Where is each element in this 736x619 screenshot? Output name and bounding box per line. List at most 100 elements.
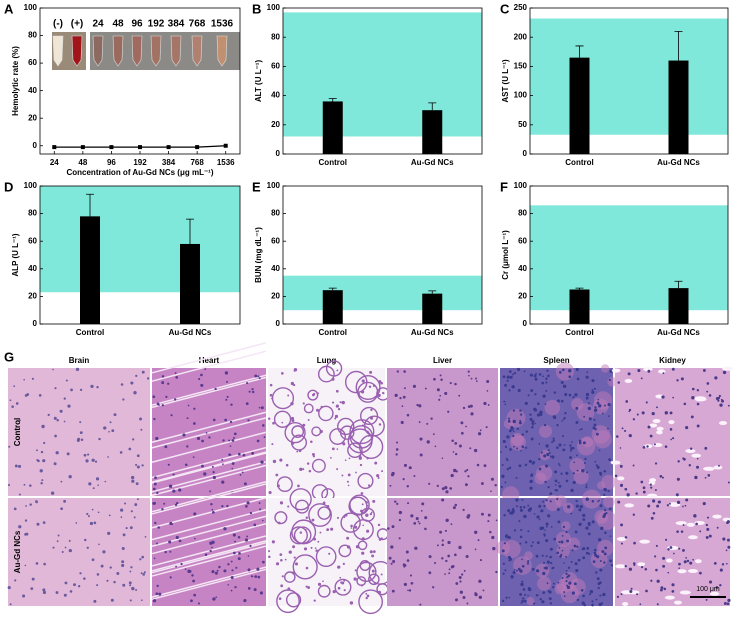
tissue-texture — [146, 377, 150, 380]
tissue-texture — [560, 380, 564, 384]
tissue-texture — [475, 380, 478, 382]
tissue-texture — [648, 481, 656, 486]
y-tick-label: 0 — [523, 149, 528, 158]
tissue-texture — [417, 520, 420, 523]
tissue-texture — [366, 594, 370, 598]
tissue-texture — [230, 575, 234, 580]
tissue-texture — [595, 432, 599, 436]
tissue-texture — [133, 516, 136, 519]
tissue-texture — [348, 457, 351, 460]
tissue-texture — [251, 390, 255, 394]
tissue-texture — [556, 399, 560, 403]
tissue-texture — [657, 500, 661, 504]
tissue-texture — [35, 562, 39, 565]
tissue-texture — [314, 547, 317, 549]
tissue-texture — [586, 546, 590, 550]
error-bar — [674, 280, 683, 289]
tissue-texture — [564, 412, 567, 415]
tissue-texture — [350, 524, 353, 528]
tissue-texture — [570, 560, 573, 563]
tissue-texture — [226, 395, 229, 398]
tissue-texture — [642, 490, 646, 494]
tissue-texture — [63, 420, 66, 423]
tissue-texture — [231, 439, 235, 442]
tissue-texture — [524, 593, 527, 596]
tissue-texture — [372, 384, 376, 387]
tissue-texture — [418, 421, 421, 423]
tissue-texture — [109, 421, 112, 424]
tissue-texture — [596, 465, 600, 469]
tissue-texture — [326, 528, 330, 532]
tissue-texture — [366, 529, 370, 533]
tissue-texture — [508, 429, 512, 433]
tissue-texture — [247, 568, 251, 572]
tissue-texture — [545, 555, 548, 558]
tissue-texture — [29, 503, 32, 506]
tissue-texture — [337, 417, 355, 436]
tissue-texture — [601, 474, 616, 490]
tissue-texture — [505, 596, 508, 599]
tissue-texture — [543, 454, 547, 458]
tissue-texture — [687, 568, 699, 573]
tissue-texture — [153, 417, 156, 421]
tissue-texture — [598, 499, 601, 502]
tissue-texture — [537, 576, 552, 591]
tissue-texture — [594, 427, 597, 431]
tissue-texture — [357, 472, 374, 489]
tissue-texture — [650, 516, 654, 520]
x-tick-label: 96 — [107, 158, 116, 167]
tissue-texture — [57, 534, 60, 537]
tissue-texture — [551, 455, 555, 459]
tissue-texture — [223, 569, 227, 573]
tissue-texture — [490, 477, 494, 481]
tissue-texture — [172, 489, 176, 493]
tissue-texture — [561, 577, 564, 579]
tissue-texture — [517, 388, 521, 392]
tissue-texture — [376, 474, 380, 478]
tissue-texture — [193, 422, 196, 425]
tissue-texture — [212, 597, 216, 601]
tissue-texture — [367, 430, 369, 433]
tissue-texture — [707, 474, 711, 477]
tissue-texture — [445, 559, 448, 563]
tissue-image — [8, 498, 150, 606]
tissue-texture — [582, 489, 602, 509]
tissue-texture — [576, 454, 579, 457]
tissue-texture — [444, 486, 448, 490]
tissue-texture — [22, 594, 26, 598]
error-bar — [186, 218, 194, 244]
tissue-texture — [454, 452, 458, 456]
tissue-texture — [449, 487, 453, 490]
tissue-texture — [480, 482, 484, 485]
tissue-texture — [521, 433, 524, 436]
tissue-texture — [512, 430, 515, 433]
tissue-texture — [507, 555, 511, 560]
tissue-texture — [424, 527, 427, 531]
tissue-texture — [226, 504, 229, 508]
tissue-texture — [509, 370, 512, 373]
tissue-texture — [135, 482, 139, 486]
tissue-texture — [151, 545, 267, 577]
tissue-texture — [543, 561, 546, 564]
tissue-texture — [18, 493, 21, 496]
tissue-texture — [677, 460, 680, 463]
inset-label: (-) — [53, 19, 63, 30]
tissue-texture — [336, 468, 339, 471]
tissue-texture — [464, 470, 467, 473]
y-tick-label: 40 — [271, 264, 280, 273]
tissue-texture — [619, 464, 623, 468]
tissue-texture — [568, 369, 572, 373]
tissue-texture — [298, 449, 302, 453]
tissue-texture — [704, 446, 708, 450]
tissue-texture — [668, 502, 671, 505]
tissue-texture — [245, 402, 249, 406]
tissue-texture — [541, 381, 545, 385]
tissue-texture — [558, 371, 562, 374]
tissue-texture — [662, 556, 666, 560]
tissue-texture — [649, 478, 657, 483]
tissue-texture — [262, 424, 265, 427]
tissue-texture — [135, 463, 138, 466]
tissue-texture — [229, 420, 233, 424]
tissue-texture — [170, 414, 173, 417]
tissue-texture — [275, 562, 280, 566]
